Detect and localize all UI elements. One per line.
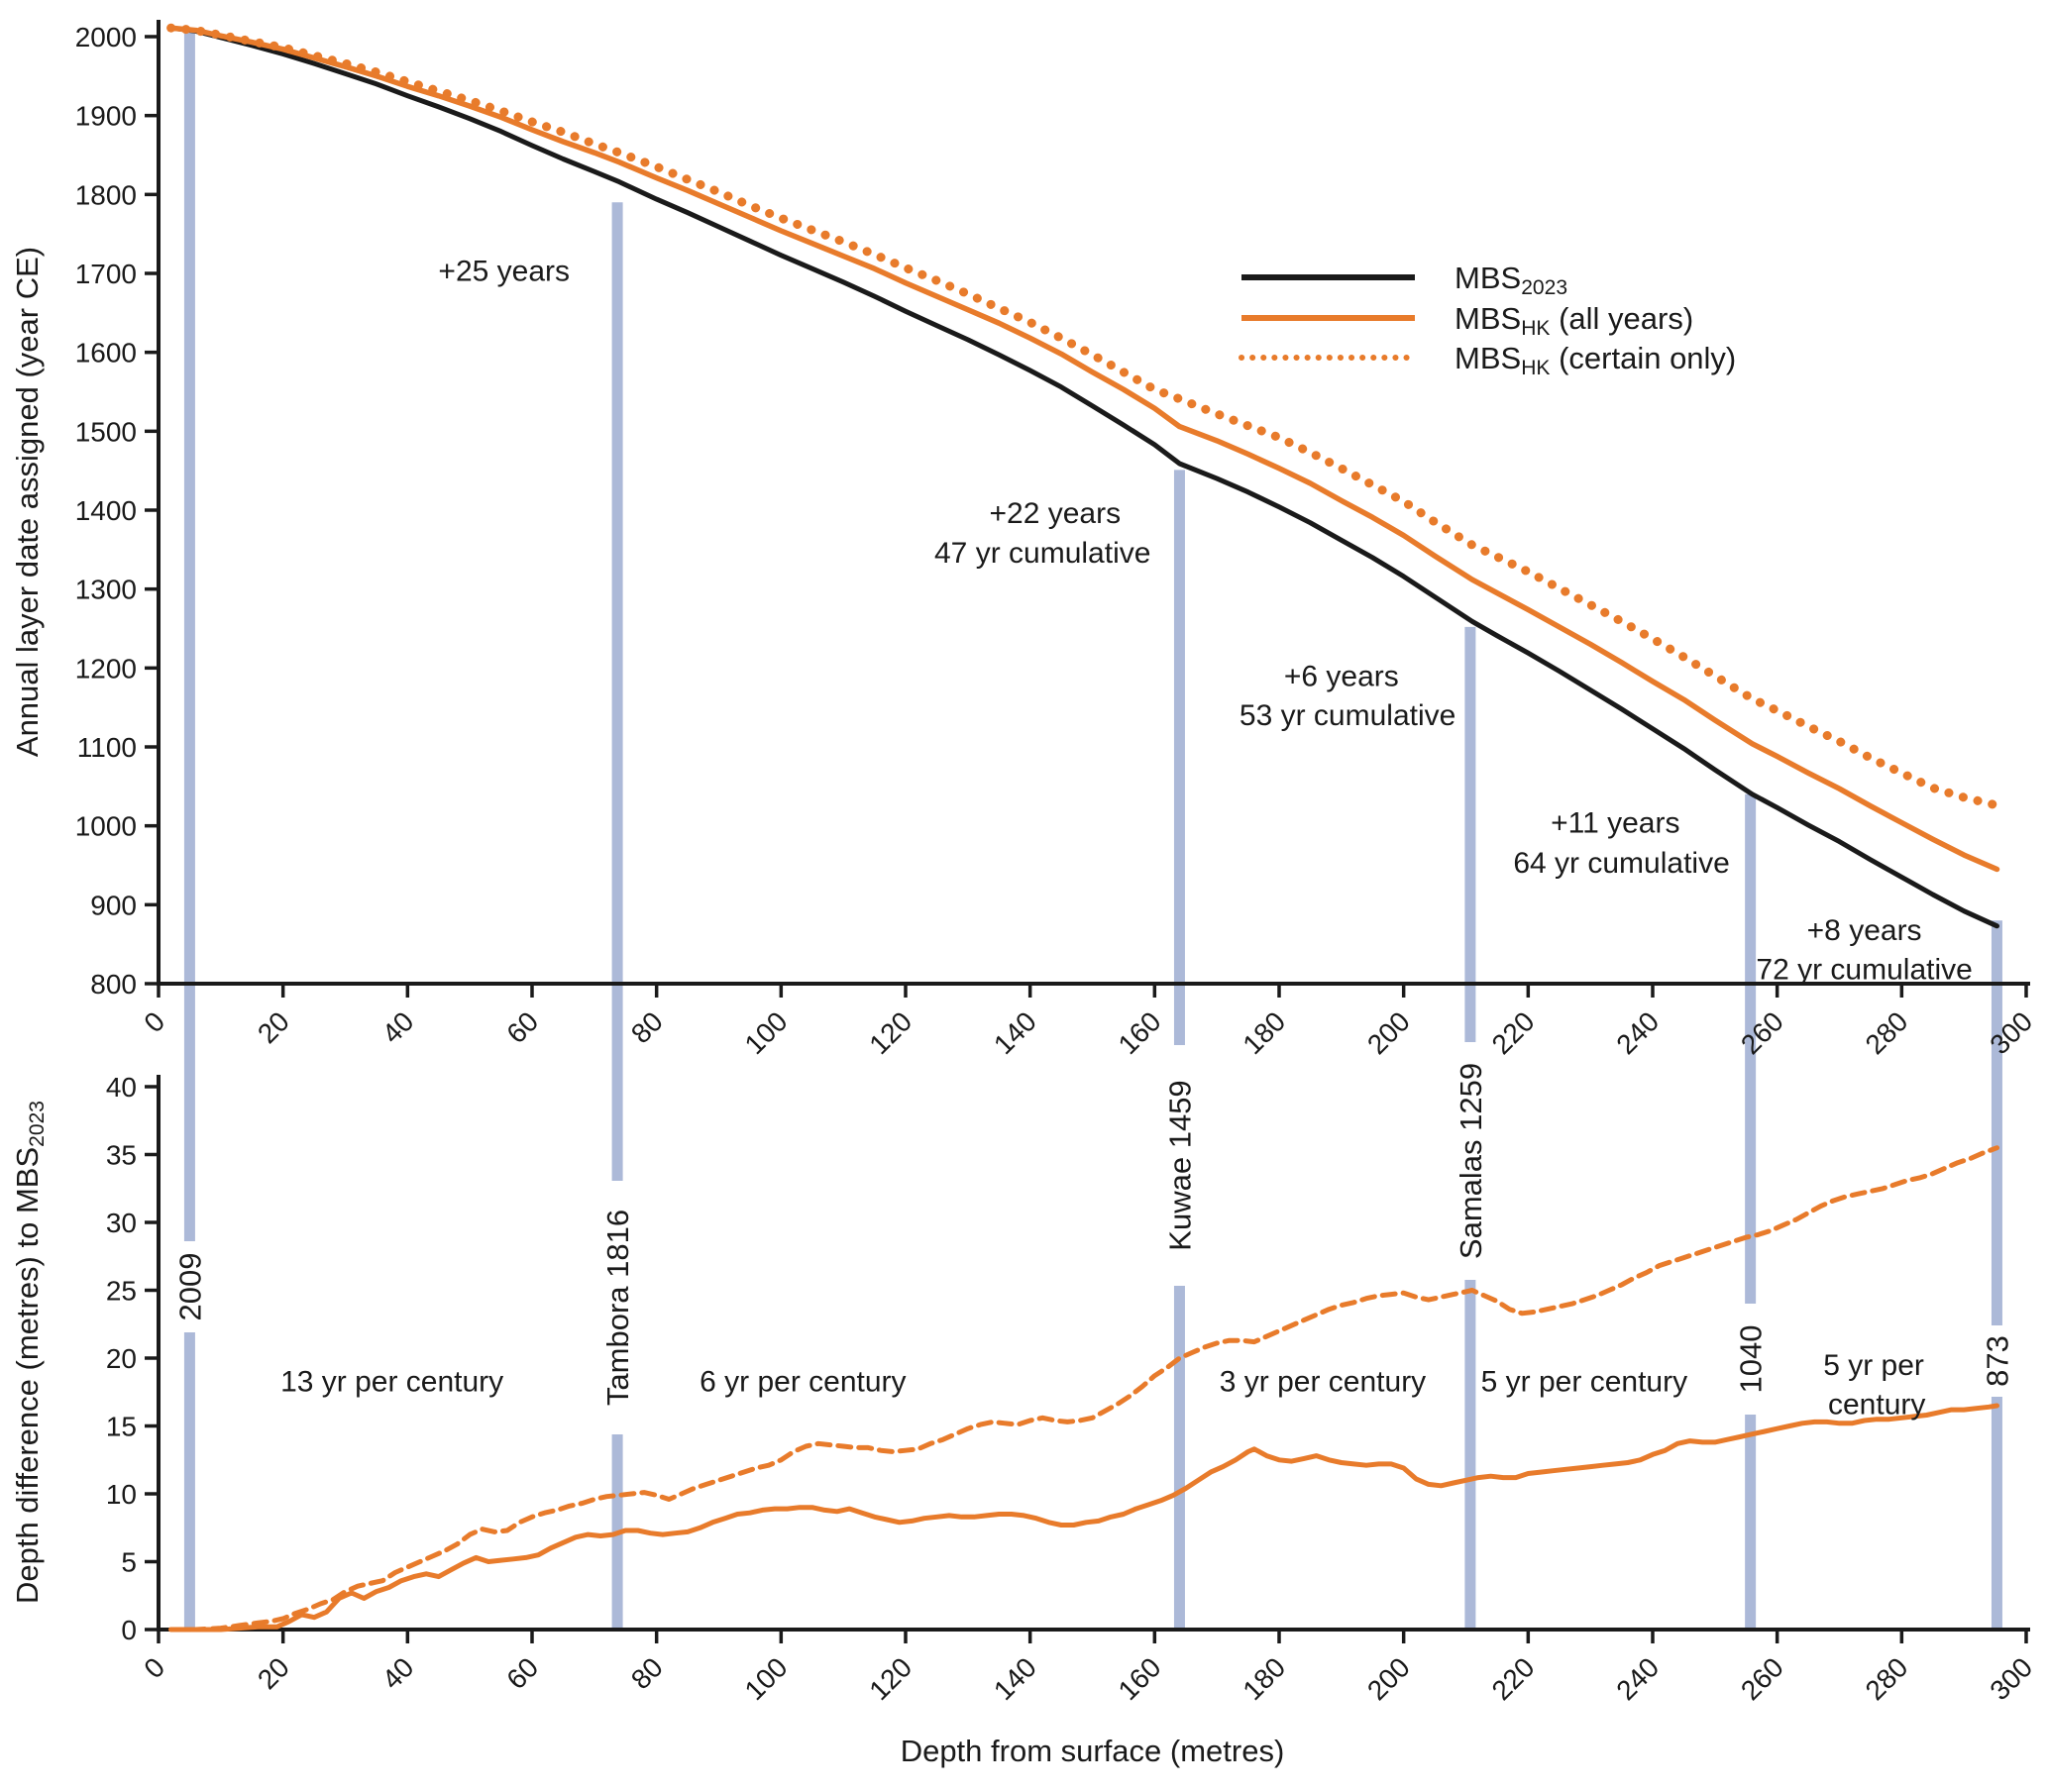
bottom-x-tick-label: 240 [1610,1651,1665,1706]
bottom-x-tick-label: 60 [500,1651,544,1695]
bottom-y-tick-label: 20 [106,1343,137,1374]
bottom-x-tick-label: 280 [1860,1651,1914,1706]
top-y-tick-label: 1600 [75,338,137,369]
bottom-y-tick-label: 5 [121,1547,137,1578]
bottom-y-tick-label: 15 [106,1412,137,1442]
series-diff-certain-only [168,1145,1999,1633]
top-x-tick-label: 240 [1610,1005,1665,1060]
event-bar-label: 1040 [1734,1325,1769,1394]
annotation: +8 years [1807,914,1922,947]
top-y-tick-label: 1900 [75,101,137,132]
bottom-x-tick-label: 160 [1113,1651,1167,1706]
annotation: 13 yr per century [280,1365,503,1398]
annotation: 64 yr cumulative [1513,847,1729,880]
top-x-tick-label: 260 [1735,1005,1789,1060]
top-y-tick-label: 800 [90,969,137,1000]
bottom-y-tick-label: 0 [121,1615,137,1645]
annotation: 47 yr cumulative [934,537,1150,570]
bottom-x-tick-label: 300 [1984,1651,2038,1706]
top-y-tick-label: 1800 [75,179,137,210]
annotation: +6 years [1284,660,1399,692]
annotation: 72 yr cumulative [1756,954,1972,987]
bottom-y-tick-label: 40 [106,1072,137,1103]
annotation: 5 yr per century [1481,1365,1687,1398]
x-axis-label: Depth from surface (metres) [901,1734,1285,1768]
series-mbs2023 [168,25,1999,929]
bottom-x-tick-label: 140 [988,1651,1042,1706]
top-x-tick-label: 200 [1361,1005,1416,1060]
top-y-tick-label: 1100 [77,732,137,763]
top-x-tick-label: 120 [863,1005,917,1060]
event-bar-label: Kuwae 1459 [1162,1080,1197,1250]
event-bar-label: 2009 [172,1253,207,1321]
top-x-tick-label: 280 [1860,1005,1914,1060]
top-x-tick-label: 100 [739,1005,794,1060]
top-y-tick-label: 2000 [75,22,137,53]
top-x-tick-label: 60 [500,1005,544,1049]
top-y-axis-label: Annual layer date assigned (year CE) [10,247,45,757]
top-y-tick-label: 1500 [75,416,137,447]
bottom-y-tick-label: 30 [106,1208,137,1238]
bottom-x-tick-label: 200 [1361,1651,1416,1706]
bottom-x-tick-label: 220 [1486,1651,1541,1706]
bottom-x-tick-label: 0 [138,1651,170,1684]
annotation: 6 yr per century [700,1365,906,1398]
top-y-tick-label: 1000 [75,811,137,842]
top-x-tick-label: 160 [1113,1005,1167,1060]
annotation: +11 years [1551,806,1679,839]
annotation: +25 years [438,256,570,288]
bottom-x-tick-label: 40 [377,1651,420,1695]
top-x-tick-label: 180 [1237,1005,1291,1060]
top-x-tick-label: 40 [377,1005,420,1049]
legend-label-1: MBSHK (all years) [1455,301,1693,340]
bottom-x-tick-label: 80 [625,1651,669,1695]
bottom-x-tick-label: 100 [739,1651,794,1706]
annotation: 5 yr per [1823,1349,1924,1382]
bottom-y-tick-label: 25 [106,1276,137,1307]
series-mbshk-certain-only [166,23,2001,810]
top-x-tick-label: 20 [252,1005,295,1049]
series-mbshk-all-years [167,25,2000,873]
event-bar-label: 873 [1980,1335,2014,1387]
top-y-tick-label: 1400 [75,495,137,526]
bottom-x-tick-label: 260 [1735,1651,1789,1706]
legend-label-2: MBSHK (certain only) [1455,341,1736,379]
legend-label-0: MBS2023 [1455,261,1567,299]
top-x-tick-label: 220 [1486,1005,1541,1060]
annotation: 3 yr per century [1220,1365,1426,1398]
event-bar-label: Tambora 1816 [600,1210,635,1406]
event-bar-label: Samalas 1259 [1454,1063,1488,1259]
bottom-y-tick-label: 10 [106,1479,137,1510]
top-x-tick-label: 140 [988,1005,1042,1060]
annotation: +22 years [989,497,1121,530]
top-y-tick-label: 1300 [75,575,137,605]
top-y-tick-label: 900 [90,890,137,920]
top-x-tick-label: 0 [138,1005,170,1038]
bottom-x-tick-label: 180 [1237,1651,1291,1706]
top-y-tick-label: 1200 [75,653,137,684]
annotation: century [1828,1389,1925,1422]
bottom-y-axis-label: Depth difference (metres) to MBS2023 [10,1101,49,1604]
top-y-tick-label: 1700 [75,259,137,289]
annotation: 53 yr cumulative [1240,699,1455,732]
top-x-tick-label: 80 [625,1005,669,1049]
bottom-x-tick-label: 20 [252,1651,295,1695]
bottom-y-tick-label: 35 [106,1140,137,1171]
series-diff-all-years [168,1403,1999,1633]
bottom-x-tick-label: 120 [863,1651,917,1706]
